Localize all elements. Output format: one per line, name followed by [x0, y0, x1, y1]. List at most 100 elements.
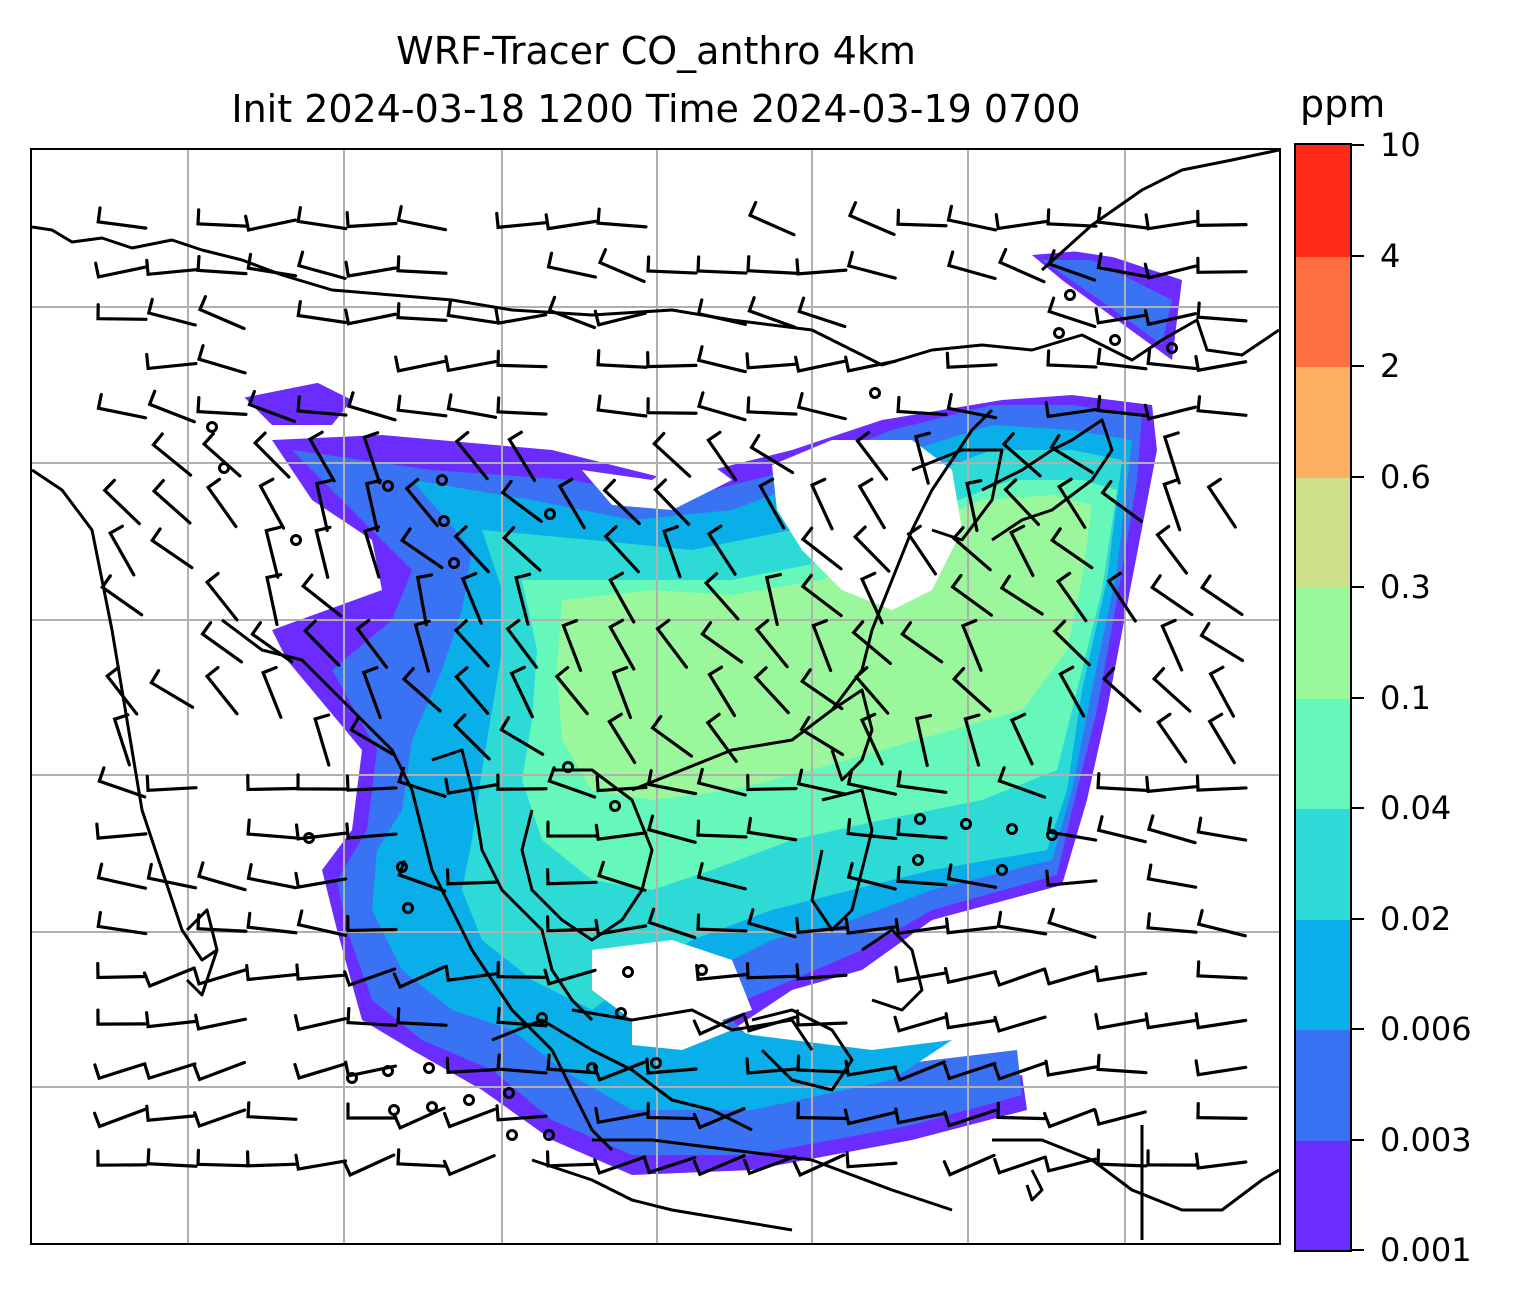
wind-barb: [1146, 347, 1198, 371]
wind-barb: [146, 1148, 198, 1168]
wind-barb: [747, 200, 796, 237]
wind-barb: [1149, 574, 1194, 617]
wind-barb: [857, 477, 886, 530]
wind-barb: [1143, 309, 1197, 327]
wind-barb: [706, 524, 737, 576]
wind-barb: [151, 432, 193, 477]
wind-barb: [1096, 206, 1148, 230]
wind-barb: [143, 1062, 197, 1081]
colorbar-tick: [1352, 365, 1364, 367]
coastline: [810, 788, 874, 932]
wind-barb: [149, 669, 195, 709]
wind-barb: [646, 397, 698, 415]
wind-barb: [444, 355, 498, 373]
wind-barb: [252, 431, 291, 479]
wind-barb: [349, 716, 395, 756]
wind-barb: [496, 1053, 548, 1075]
wind-barb: [245, 963, 298, 982]
wind-barb: [105, 665, 139, 716]
wind-barb: [645, 1057, 698, 1075]
wind-barb: [997, 766, 1047, 799]
wind-barb: [965, 479, 983, 533]
wind-barb: [745, 1057, 798, 1075]
wind-barb: [396, 302, 448, 322]
wind-barb: [594, 918, 648, 936]
calm-wind-circle: [303, 832, 315, 844]
wind-barb: [505, 618, 538, 669]
wind-barb: [547, 295, 597, 330]
wind-barb: [794, 355, 848, 373]
wind-barb: [355, 618, 389, 669]
wind-barb: [597, 860, 647, 892]
calm-wind-circle: [609, 800, 621, 812]
wind-barb: [764, 572, 783, 627]
wind-barb: [1003, 478, 1041, 527]
wind-barb: [1196, 908, 1247, 938]
wind-barb: [1199, 574, 1244, 617]
colorbar-tick-label: 0.02: [1380, 899, 1452, 938]
wind-barb: [1208, 665, 1235, 718]
wind-barb: [264, 525, 282, 579]
calm-wind-circle: [696, 964, 708, 976]
wind-barb: [892, 1060, 946, 1083]
wind-barb: [145, 258, 198, 277]
wind-barb: [853, 666, 890, 715]
wind-barb: [96, 1149, 148, 1167]
calm-wind-circle: [423, 1062, 435, 1074]
wind-barb: [344, 260, 398, 278]
wind-barb: [1194, 1059, 1248, 1077]
calm-wind-circle: [436, 474, 448, 486]
wind-barb: [1044, 400, 1098, 419]
wind-barb: [945, 351, 998, 369]
calm-wind-circle: [448, 557, 460, 569]
wind-barb: [496, 396, 548, 416]
calm-wind-circle: [463, 1094, 475, 1106]
wind-barb: [1052, 619, 1091, 667]
wind-barb: [859, 712, 884, 766]
wind-barb: [146, 297, 197, 327]
wind-barb: [847, 201, 896, 237]
colorbar-segment: [1296, 808, 1350, 920]
wind-barb: [296, 205, 348, 231]
wind-barb: [696, 862, 747, 891]
wind-barb: [204, 665, 239, 716]
wind-barb: [545, 1150, 598, 1168]
wind-barb: [1096, 815, 1147, 844]
map-canvas: [32, 150, 1279, 1243]
wind-barb: [894, 1107, 948, 1125]
wind-barb: [1146, 1149, 1198, 1167]
wind-barb: [692, 1012, 746, 1036]
wind-barb: [494, 307, 548, 326]
wind-barb: [363, 525, 381, 579]
calm-wind-circle: [536, 1012, 548, 1024]
wind-barb: [97, 766, 147, 799]
wind-barb: [396, 204, 448, 232]
calm-wind-circle: [543, 1129, 555, 1141]
wind-barb: [593, 309, 647, 327]
wind-barb: [100, 574, 144, 617]
wind-barb: [896, 865, 948, 887]
coastline: [592, 1138, 953, 1212]
wind-barb: [1146, 863, 1198, 889]
wind-barb: [296, 773, 348, 791]
wind-barb: [1043, 1155, 1097, 1173]
wind-barb: [258, 477, 286, 530]
wind-barb: [946, 250, 997, 281]
wind-barb: [108, 524, 136, 577]
wind-barb: [193, 968, 247, 986]
wind-barb: [746, 396, 798, 416]
wind-barb: [696, 913, 748, 933]
calm-wind-circle: [1166, 342, 1178, 354]
wind-barb: [844, 1059, 898, 1077]
calm-wind-circle: [544, 508, 556, 520]
wind-barb: [595, 774, 648, 793]
wind-barb: [746, 255, 798, 275]
calm-wind-circle: [562, 761, 574, 773]
wind-barb: [392, 1106, 446, 1130]
wind-barb: [454, 430, 489, 481]
wind-barb: [246, 863, 298, 890]
wind-barb: [596, 207, 648, 229]
wind-barb: [1194, 1152, 1248, 1170]
wind-barb: [194, 1013, 248, 1031]
tracer-contour-band: [557, 495, 1092, 800]
